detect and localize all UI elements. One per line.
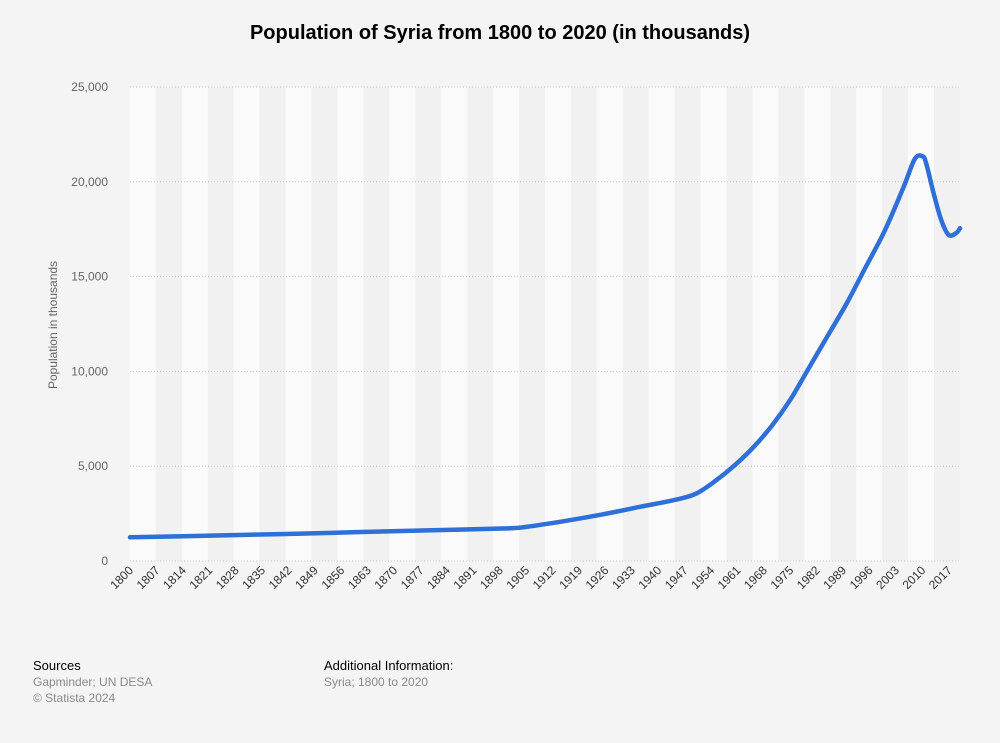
band-5: [259, 87, 286, 561]
gridlines: [130, 86, 960, 562]
series-line-0: [127, 153, 963, 540]
x-tick-label-5: 1835: [239, 563, 268, 592]
chart-title: Population of Syria from 1800 to 2020 (i…: [249, 22, 751, 44]
band-16: [545, 87, 571, 561]
x-tick-label-14: 1898: [477, 563, 506, 592]
x-tick-label-1: 1807: [134, 563, 163, 592]
y-tick-label-2: 10,000: [71, 364, 108, 378]
x-tick-label-8: 1856: [319, 563, 348, 592]
y-tick-label-5: 25,000: [71, 80, 108, 94]
band-0: [130, 87, 156, 561]
x-tick-label-3: 1821: [187, 563, 216, 592]
additional-info-text: Syria; 1800 to 2020: [324, 675, 429, 689]
band-20: [648, 87, 675, 561]
x-tick-label-20: 1940: [636, 563, 665, 592]
x-tick-label-15: 1905: [503, 563, 532, 592]
band-26: [804, 87, 831, 561]
x-tick-label-13: 1891: [451, 563, 480, 592]
y-axis-ticks: 0 5,000 10,000 15,000 20,000 25,000: [71, 80, 108, 568]
band-4: [233, 87, 260, 561]
band-18: [596, 87, 623, 561]
band-2: [181, 87, 208, 561]
band-21: [674, 87, 701, 561]
copyright-text: © Statista 2024: [33, 691, 116, 705]
band-31: [934, 87, 960, 561]
additional-info-block: Additional Information: Syria; 1800 to 2…: [324, 658, 453, 690]
band-29: [882, 87, 909, 561]
x-tick-label-25: 1975: [768, 563, 797, 592]
x-tick-label-12: 1884: [424, 563, 453, 592]
x-tick-label-0: 1800: [107, 563, 136, 592]
series-group: [127, 153, 963, 540]
x-tick-label-29: 2003: [873, 563, 902, 592]
band-12: [441, 87, 468, 561]
background-bands: [130, 87, 960, 561]
band-9: [363, 87, 390, 561]
band-10: [389, 87, 416, 561]
band-3: [207, 87, 234, 561]
band-11: [415, 87, 442, 561]
y-axis-label: Population in thousands: [46, 260, 60, 390]
x-tick-label-18: 1926: [583, 563, 612, 592]
x-tick-label-17: 1919: [556, 563, 585, 592]
y-tick-label-4: 20,000: [71, 175, 108, 189]
x-tick-label-9: 1863: [345, 563, 374, 592]
y-tick-label-3: 15,000: [71, 270, 108, 284]
x-tick-label-21: 1947: [662, 563, 691, 592]
x-tick-label-26: 1982: [794, 563, 823, 592]
sources-heading: Sources: [33, 658, 81, 673]
x-tick-label-28: 1996: [847, 563, 876, 592]
y-tick-label-1: 5,000: [78, 459, 108, 473]
band-25: [778, 87, 805, 561]
x-tick-label-10: 1870: [371, 563, 400, 592]
x-tick-label-16: 1912: [530, 563, 559, 592]
band-24: [752, 87, 779, 561]
band-19: [622, 87, 649, 561]
x-tick-label-27: 1989: [820, 563, 849, 592]
x-tick-label-7: 1849: [292, 563, 321, 592]
x-tick-label-2: 1814: [160, 563, 189, 592]
band-1: [155, 87, 182, 561]
x-tick-label-24: 1968: [741, 563, 770, 592]
x-tick-label-30: 2010: [900, 563, 929, 592]
y-tick-label-0: 0: [101, 554, 108, 568]
x-tick-label-11: 1877: [398, 563, 427, 592]
band-13: [467, 87, 494, 561]
band-8: [337, 87, 364, 561]
band-28: [856, 87, 883, 561]
x-tick-label-31: 2017: [926, 563, 955, 592]
band-14: [493, 87, 520, 561]
band-17: [570, 87, 597, 561]
x-tick-label-19: 1933: [609, 563, 638, 592]
sources-block: Sources Gapminder; UN DESA © Statista 20…: [33, 658, 152, 706]
x-tick-label-6: 1842: [266, 563, 295, 592]
band-7: [311, 87, 338, 561]
band-6: [285, 87, 312, 561]
sources-text: Gapminder; UN DESA: [33, 675, 153, 689]
band-23: [726, 87, 753, 561]
band-15: [519, 87, 545, 561]
x-tick-label-4: 1828: [213, 563, 242, 592]
x-tick-label-23: 1961: [715, 563, 744, 592]
x-axis-ticks: 1800180718141821182818351842184918561863…: [107, 563, 955, 592]
additional-info-heading: Additional Information:: [324, 658, 454, 673]
x-tick-label-22: 1954: [688, 563, 717, 592]
